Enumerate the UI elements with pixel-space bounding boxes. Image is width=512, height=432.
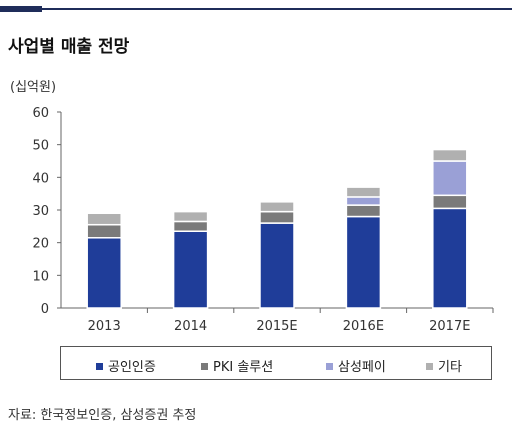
legend-item-0: 공인인증 [96,356,156,375]
y-tick-label-2: 20 [32,237,49,252]
bar-2013-PKI 솔루션 [86,223,122,239]
x-tick-label-0: 2013 [88,319,121,334]
bar-2016E-PKI 솔루션 [345,204,382,218]
bar-2014-PKI 솔루션 [172,220,209,232]
legend-item-1: PKI 솔루션 [201,356,273,375]
bar-2017E-공인인증 [432,207,468,309]
y-tick-label-3: 30 [32,204,49,219]
legend-swatch-0 [96,363,103,370]
bar-2017E-기타 [432,148,468,162]
legend-swatch-3 [426,363,433,370]
y-tick-label-1: 10 [32,269,49,284]
bar-2016E-공인인증 [345,215,382,309]
y-tick-label-5: 50 [32,139,49,154]
legend-label-1: PKI 솔루션 [213,360,274,375]
bar-2015E-기타 [259,201,295,213]
stacked-bar-chart: 0 10 20 30 40 50 60 2013 2014 2015E 2016E 2017E [32,106,494,334]
x-tick-label-3: 2016E [343,319,384,334]
legend-label-2: 삼성페이 [338,360,386,375]
bar-2017E-삼성페이 [432,160,468,197]
bar-2014-기타 [172,210,209,223]
bar-2016E-기타 [345,186,382,198]
legend-label-0: 공인인증 [108,360,156,375]
x-tick-label-4: 2017E [429,319,470,334]
bar-2015E-PKI 솔루션 [259,210,295,224]
y-tick-label-6: 60 [32,106,49,121]
x-tick-label-1: 2014 [174,319,207,334]
bar-2017E-PKI 솔루션 [432,194,468,210]
y-tick-label-4: 40 [32,171,49,186]
bar-2016E-삼성페이 [345,196,382,206]
bar-2013-공인인증 [86,237,122,309]
bar-2015E-공인인증 [259,222,295,309]
legend: 공인인증 PKI 솔루션 삼성페이 기타 [60,346,492,380]
legend-swatch-2 [326,363,333,370]
legend-item-2: 삼성페이 [326,356,386,375]
source-note: 자료: 한국정보인증, 삼성증권 추정 [8,408,197,423]
chart-title: 사업별 매출 전망 [8,37,130,57]
bar-2014-공인인증 [172,230,209,309]
y-axis-unit-label: (십억원) [10,80,57,95]
legend-label-3: 기타 [438,360,462,375]
legend-item-3: 기타 [426,356,462,375]
y-tick-label-0: 0 [41,302,49,317]
bar-2013-기타 [86,212,122,226]
header-rule [0,8,512,10]
x-tick-label-2: 2015E [256,319,297,334]
legend-swatch-1 [201,363,208,370]
